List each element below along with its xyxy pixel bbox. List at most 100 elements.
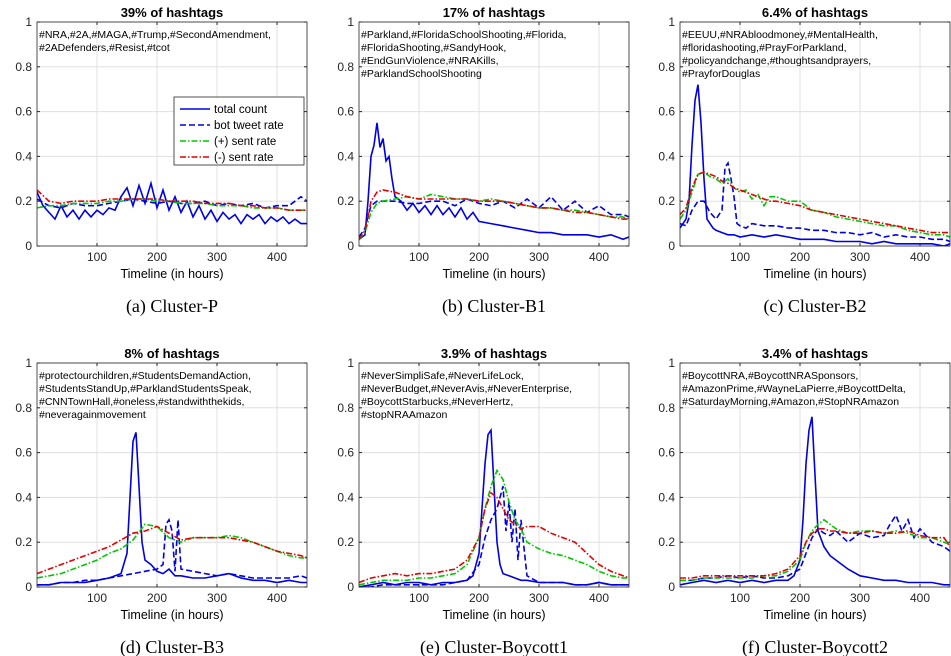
x-tick-label: 100 — [730, 591, 750, 605]
y-tick-label: 1 — [347, 15, 354, 29]
series-line-total-count — [359, 122, 629, 241]
y-tick-label: 1 — [668, 356, 675, 370]
chart-title: 3.4% of hashtags — [762, 346, 868, 361]
hashtag-annotation: #policyandchange,#thoughtsandprayers, — [682, 55, 871, 67]
y-tick-label: 0.2 — [15, 535, 32, 549]
chart-title: 39% of hashtags — [121, 5, 224, 20]
x-tick-label: 300 — [529, 591, 549, 605]
y-tick-label: 0.4 — [15, 490, 32, 504]
chart-panel-4: 0 0.2 0.4 0.6 0.8 1 100 200 300 400 8% of hashtags… — [15, 346, 308, 656]
axes-box — [679, 21, 951, 247]
hashtag-annotation: #Parkland,#FloridaSchoolShooting,#Florid… — [361, 29, 566, 41]
y-tick-label: 0.8 — [658, 60, 675, 74]
x-tick-label: 400 — [589, 591, 609, 605]
x-tick-label: 200 — [147, 250, 167, 264]
x-axis-label: Timeline (in hours) — [120, 608, 223, 622]
y-tick-label: 1 — [668, 15, 675, 29]
hashtag-annotation: #StudentsStandUp,#ParklandStudentsSpeak, — [39, 383, 251, 395]
hashtag-annotation: #neveragainmovement — [39, 409, 146, 421]
legend-label: total count — [214, 104, 268, 116]
x-tick-label: 200 — [469, 591, 489, 605]
y-tick-label: 0.4 — [337, 490, 354, 504]
hashtag-annotation: #SaturdayMorning,#Amazon,#StopNRAmazon — [682, 396, 899, 408]
hashtag-annotation: #FloridaShooting,#SandyHook, — [361, 42, 506, 54]
legend-label: (-) sent rate — [214, 152, 273, 164]
y-tick-label: 0.2 — [337, 535, 354, 549]
hashtag-annotation: #ParklandSchoolShooting — [361, 68, 482, 80]
subfigure-caption: (f) Cluster-Boycott2 — [742, 637, 888, 656]
axes-box — [36, 362, 308, 588]
hashtag-annotation: #stopNRAAmazon — [361, 409, 448, 421]
legend-label: bot tweet rate — [214, 120, 284, 132]
legend: total count bot tweet rate (+) sent rate (-… — [173, 96, 305, 166]
y-tick-label: 0.2 — [337, 194, 354, 208]
y-tick-label: 0 — [347, 580, 354, 594]
y-tick-label: 0.2 — [15, 194, 32, 208]
hashtag-annotation: #2ADefenders,#Resist,#tcot — [39, 42, 170, 54]
y-tick-label: 0 — [347, 239, 354, 253]
y-tick-label: 0 — [668, 580, 675, 594]
hashtag-annotation: #PrayforDouglas — [682, 68, 760, 80]
axes-box — [358, 21, 630, 247]
y-tick-label: 0 — [668, 239, 675, 253]
y-tick-label: 0.4 — [658, 490, 675, 504]
y-tick-label: 0.8 — [15, 60, 32, 74]
y-tick-label: 0.2 — [658, 535, 675, 549]
x-tick-label: 400 — [910, 250, 930, 264]
y-tick-label: 0.8 — [337, 401, 354, 415]
x-tick-label: 300 — [207, 250, 227, 264]
x-tick-label: 200 — [790, 250, 810, 264]
series-line-sent-rate — [359, 189, 629, 240]
hashtag-annotation: #NeverSimpliSafe,#NeverLifeLock, — [361, 370, 524, 382]
y-tick-label: 0.8 — [658, 401, 675, 415]
y-tick-label: 0.4 — [337, 149, 354, 163]
x-tick-label: 400 — [267, 591, 287, 605]
x-axis-label: Timeline (in hours) — [442, 267, 545, 281]
series-line-sent-rate — [359, 193, 629, 240]
series-line-bot-tweet-rate — [359, 485, 629, 587]
plot-area — [359, 22, 629, 246]
x-tick-label: 400 — [267, 250, 287, 264]
hashtag-annotation: #protectourchildren,#StudentsDemandActio… — [39, 370, 251, 382]
chart-title: 3.9% of hashtags — [441, 346, 547, 361]
series-line-total-count — [680, 84, 950, 246]
series-line-sent-rate — [359, 491, 629, 584]
series-line-total-count — [37, 432, 307, 586]
y-tick-label: 0.6 — [337, 446, 354, 460]
y-tick-label: 0.6 — [337, 105, 354, 119]
y-tick-label: 0.6 — [15, 446, 32, 460]
y-tick-label: 0 — [25, 239, 32, 253]
x-tick-label: 100 — [730, 250, 750, 264]
series-line-sent-rate — [37, 525, 307, 575]
subfigure-caption: (d) Cluster-B3 — [120, 637, 224, 656]
hashtag-annotation: #BoycottStarbucks,#NeverHertz, — [361, 396, 513, 408]
x-tick-label: 100 — [409, 591, 429, 605]
hashtag-annotation: #NeverBudget,#NeverAvis,#NeverEnterprise… — [361, 383, 572, 395]
x-tick-label: 100 — [87, 250, 107, 264]
hashtag-annotation: #EEUU,#NRAbloodmoney,#MentalHealth, — [682, 29, 878, 41]
x-tick-label: 300 — [850, 250, 870, 264]
legend-label: (+) sent rate — [214, 136, 276, 148]
hashtag-annotation: #NRA,#2A,#MAGA,#Trump,#SecondAmendment, — [39, 29, 271, 41]
plot-area — [37, 363, 307, 587]
x-tick-label: 100 — [409, 250, 429, 264]
series-line-total-count — [680, 416, 950, 586]
series-line-sent-rate — [680, 527, 950, 579]
chart-title: 8% of hashtags — [124, 346, 219, 361]
hashtag-annotation: #BoycottNRA,#BoycottNRASponsors, — [682, 370, 858, 382]
chart-panel-2: 0 0.2 0.4 0.6 0.8 1 100 200 300 400 17% of hashtag… — [337, 5, 630, 317]
x-tick-label: 400 — [910, 591, 930, 605]
y-tick-label: 0.4 — [658, 149, 675, 163]
subfigure-caption: (a) Cluster-P — [126, 296, 218, 317]
subfigure-caption: (b) Cluster-B1 — [442, 296, 546, 317]
x-axis-label: Timeline (in hours) — [763, 608, 866, 622]
y-tick-label: 0.8 — [15, 401, 32, 415]
hashtag-annotation: #CNNTownHall,#oneless,#standwiththekids, — [39, 396, 244, 408]
hashtag-annotation: #floridashooting,#PrayForParkland, — [682, 42, 847, 54]
x-tick-label: 300 — [529, 250, 549, 264]
series-line-sent-rate — [359, 468, 629, 586]
axes-box — [358, 362, 630, 588]
x-tick-label: 200 — [790, 591, 810, 605]
x-axis-label: Timeline (in hours) — [763, 267, 866, 281]
hashtag-annotation: #AmazonPrime,#WayneLaPierre,#BoycottDelt… — [682, 383, 906, 395]
